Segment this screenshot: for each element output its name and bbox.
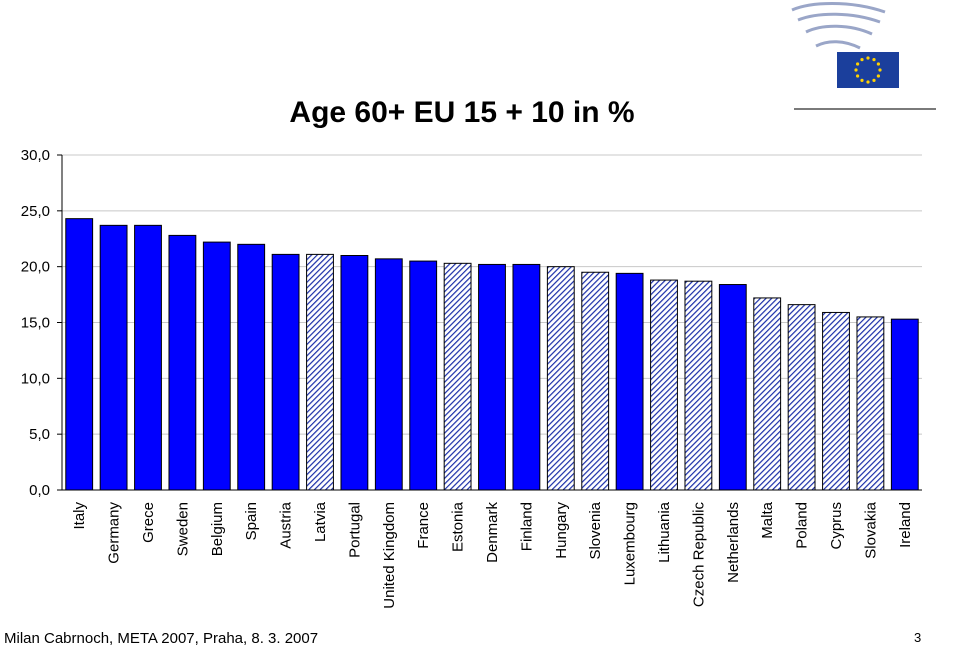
category-label: Estonia [450,501,467,552]
parliament-emblem-icon [791,2,886,50]
bar-slovenia [581,271,610,491]
category-label: France [415,502,432,549]
bar-estonia [443,262,472,491]
bar-denmark [478,263,506,491]
flag-star [878,68,882,72]
bar-cyprus [822,311,850,491]
bar-netherlands [718,284,747,491]
flag-star [860,58,864,62]
y-tick-label: 0,0 [29,482,50,499]
flag-star [856,62,860,66]
bar-malta [753,297,782,491]
category-label: Belgium [209,502,226,556]
bar-finland [512,263,541,491]
bar-spain [237,243,266,491]
y-tick-label: 15,0 [21,315,50,332]
flag-star [876,62,880,66]
category-label: United Kingdom [381,502,398,609]
category-label: Poland [794,502,811,549]
bar-poland [787,304,816,491]
category-label: Sweden [174,502,191,556]
category-label: Germany [106,502,123,564]
category-label: Netherlands [725,502,742,583]
category-label: Slovakia [862,501,879,558]
category-label: Malta [759,501,776,538]
category-label: Finland [518,502,535,551]
bar-united-kingdom [374,258,403,491]
axes [61,155,922,491]
category-label: Denmark [484,502,501,563]
chart-title: Age 60+ EU 15 + 10 in % [289,96,635,129]
bar-france [409,260,438,491]
bar-portugal [340,255,369,491]
category-label: Austria [278,501,295,548]
category-label: Portugal [346,502,363,558]
category-labels: Italy Germany Grece Sweden Belgium Spain Austr… [71,501,914,608]
flag-stars [854,56,882,84]
bar-germany [99,224,128,491]
flag-star [872,58,876,62]
bar-czech-republic [684,280,713,491]
flag-star [872,78,876,82]
category-label: Latvia [312,501,329,542]
bar-hungary [546,266,575,491]
category-label: Slovenia [587,501,604,559]
flag-star [866,56,870,60]
eu-parliament-logo [791,2,936,110]
bar-luxembourg [615,272,644,491]
flag-star [866,80,870,84]
flag-star [876,74,880,78]
category-label: Czech Republic [690,502,707,608]
bars [65,218,919,491]
bar-austria [271,253,300,491]
category-label: Hungary [553,502,570,559]
bar-belgium [202,241,231,491]
bar-ireland [890,318,919,491]
page-number: 3 [914,630,922,645]
category-label: Cyprus [828,502,845,550]
bar-latvia [306,253,334,491]
bar-lithuania [650,279,678,491]
category-label: Lithuania [656,501,673,563]
footer-credit: Milan Cabrnoch, META 2007, Praha, 8. 3. … [4,630,319,647]
y-tick-label: 5,0 [29,426,50,443]
category-label: Italy [71,502,88,530]
flag-star [856,74,860,78]
y-tick-label: 30,0 [21,147,50,164]
bar-slovakia [856,316,885,491]
category-label: Grece [140,502,157,543]
category-label: Luxembourg [622,502,639,585]
y-tick-label: 20,0 [21,259,50,276]
bar-sweden [168,234,197,491]
y-tick-labels: 0,0 5,0 10,0 15,0 20,0 25,0 30,0 [21,147,50,499]
y-tick-label: 25,0 [21,203,50,220]
category-label: Spain [243,502,260,540]
y-tick-label: 10,0 [21,370,50,387]
category-label: Ireland [897,502,914,548]
flag-star [854,68,858,72]
bar-italy [65,218,94,491]
flag-star [860,78,864,82]
bar-grece [134,224,162,491]
